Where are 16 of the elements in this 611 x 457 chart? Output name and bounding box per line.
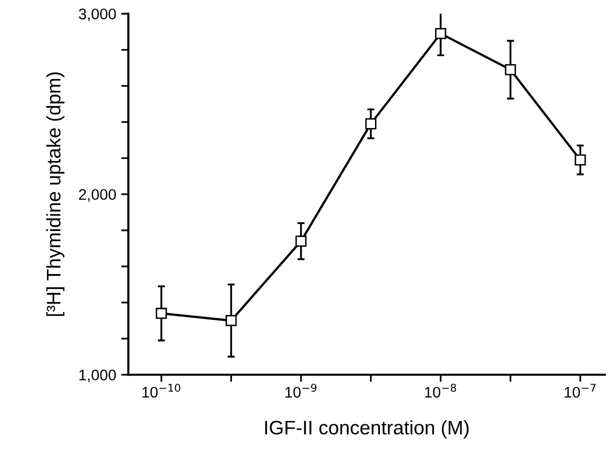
x-tick-label: 10$^{−9}$ [285, 384, 316, 398]
point [504, 64, 516, 76]
point [435, 28, 446, 40]
x-axis-title: IGF-II concentration (M) [265, 420, 469, 438]
x-tick-label: 10$^{−8}$ [425, 384, 456, 398]
point [226, 315, 237, 326]
y-tick-label: 3,000 [78, 8, 116, 22]
y-tick-label: 2,000 [79, 189, 116, 202]
point [295, 236, 307, 247]
point [574, 154, 586, 166]
point [365, 118, 376, 130]
x-tick-label: 10$^{−7}$ [564, 384, 596, 398]
y-tick-label: 1,000 [79, 370, 116, 382]
point [156, 308, 167, 319]
x-tick-label: 10$^{−10}$ [142, 384, 180, 398]
y-axis-title: [³H] Thymidine uptake (dpm) [46, 72, 64, 316]
